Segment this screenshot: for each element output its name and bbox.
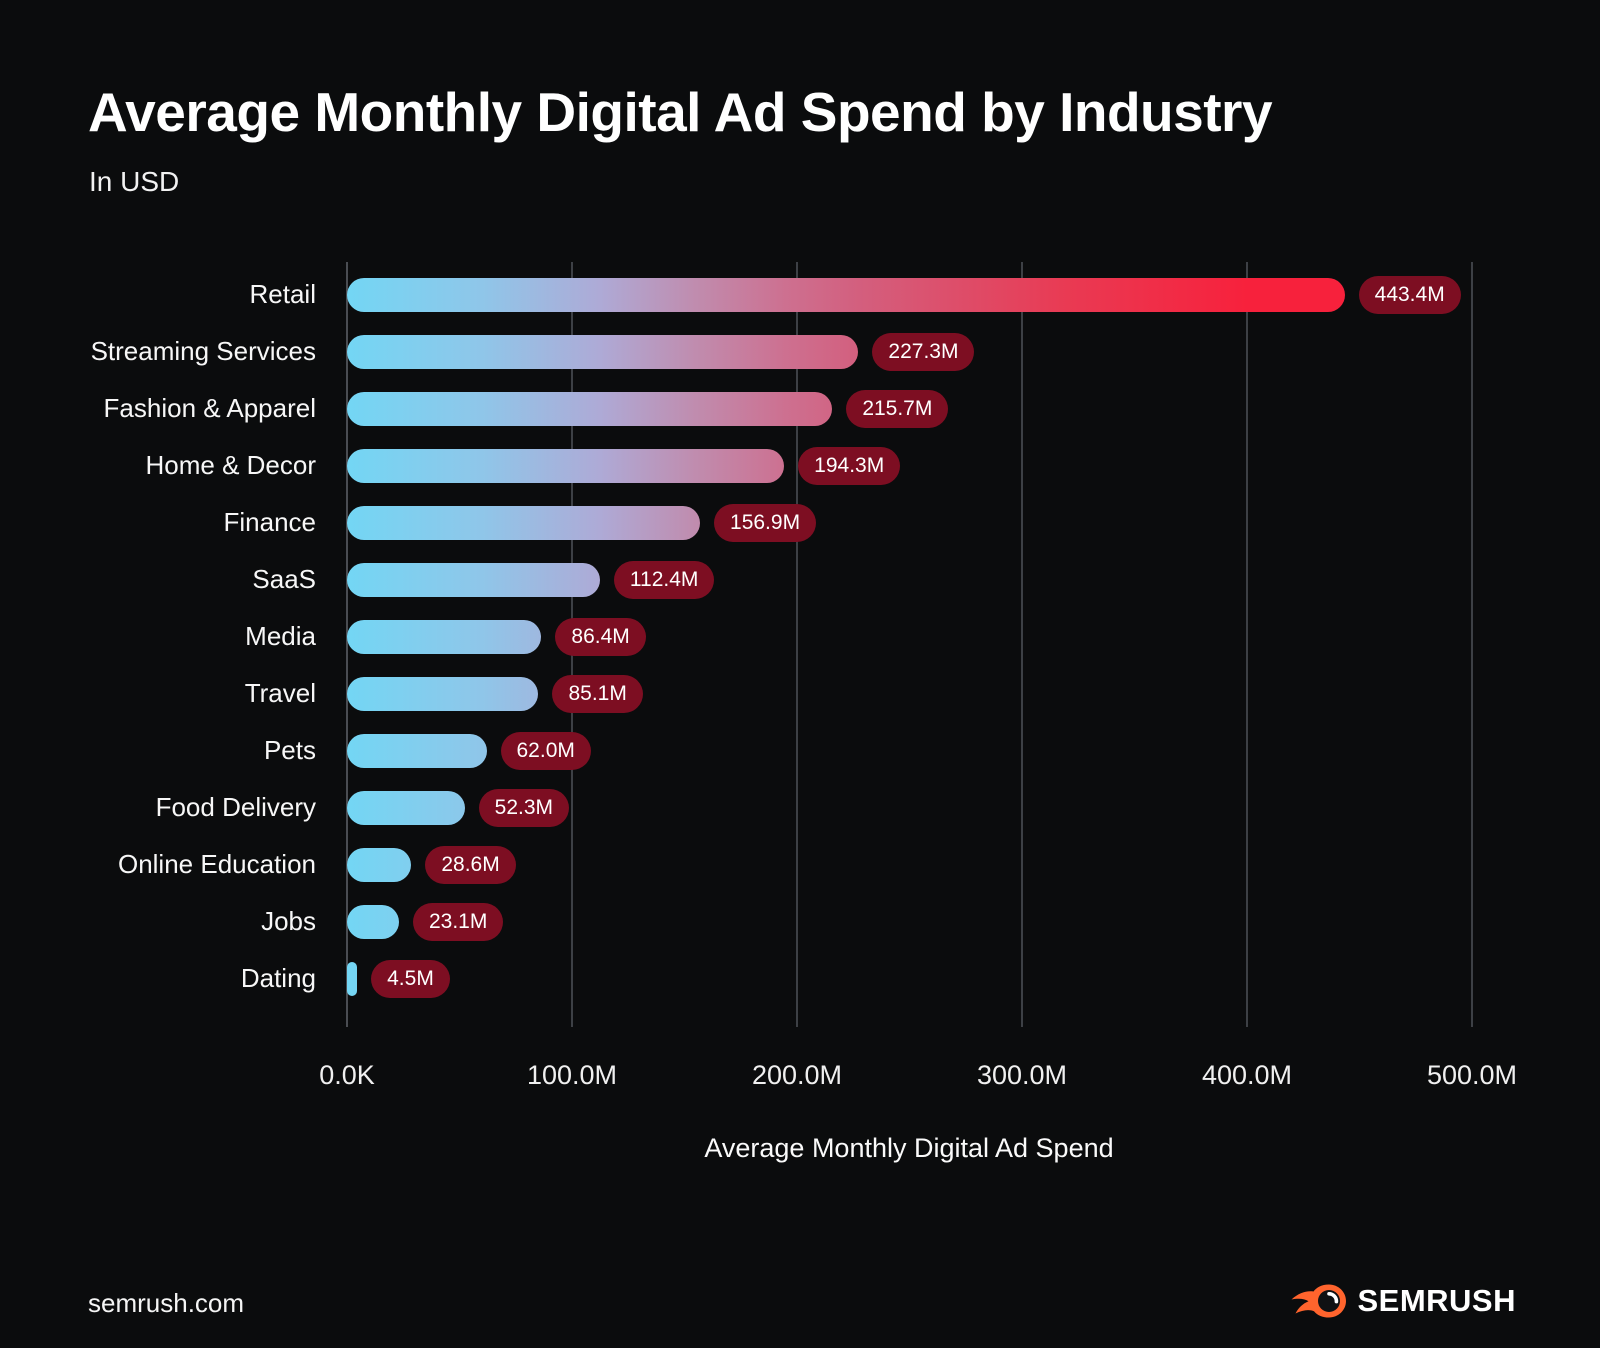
bar-track: 52.3M (347, 779, 570, 836)
value-badge: 194.3M (798, 446, 901, 485)
value-badge: 4.5M (371, 959, 450, 998)
bar (347, 448, 785, 483)
footer-site-url: semrush.com (88, 1288, 245, 1318)
bar (347, 847, 412, 882)
value-badge: 215.7M (846, 389, 949, 428)
x-axis-title: Average Monthly Digital Ad Spend (704, 1133, 1114, 1163)
bar-row: Finance 156.9M (0, 494, 1600, 551)
bar-label: SaaS (252, 564, 316, 594)
bar (347, 904, 399, 939)
bar-track: 156.9M (347, 494, 817, 551)
value-badge: 86.4M (555, 617, 646, 656)
bar-label: Home & Decor (145, 450, 317, 480)
bar-track: 62.0M (347, 722, 591, 779)
value-badge: 156.9M (714, 503, 817, 542)
bar-track: 443.4M (347, 266, 1461, 323)
bar-label: Media (245, 621, 316, 651)
x-tick-label: 400.0M (1201, 1060, 1293, 1090)
bar (347, 676, 539, 711)
value-badge: 62.0M (500, 731, 591, 770)
bar-row: Fashion & Apparel 215.7M (0, 380, 1600, 437)
gridline-400.0M (1246, 262, 1248, 1027)
x-tick-label: 300.0M (976, 1060, 1068, 1090)
bar-label: Dating (240, 963, 316, 993)
bar (347, 334, 859, 369)
bar (347, 391, 833, 426)
bar-label: Retail (249, 279, 316, 309)
bar (347, 733, 487, 768)
bar-track: 227.3M (347, 323, 975, 380)
value-badge: 443.4M (1358, 275, 1461, 314)
value-badge: 227.3M (872, 332, 975, 371)
x-tick-label: 500.0M (1426, 1060, 1518, 1090)
bar-label: Streaming Services (90, 336, 316, 366)
bar-rows: Retail 443.4M Streaming Services 227.3M Fash… (0, 266, 1600, 1007)
bar-row: SaaS 112.4M (0, 551, 1600, 608)
value-badge: 52.3M (478, 788, 570, 827)
bar-track: 194.3M (347, 437, 901, 494)
bar-label: Travel (244, 678, 316, 708)
bar-label: Food Delivery (155, 792, 316, 822)
bar (347, 562, 600, 597)
gridline-500.0M (1471, 262, 1473, 1027)
bar-track: 4.5M (347, 950, 450, 1007)
semrush-logo-text: SEMRUSH (1357, 1283, 1516, 1318)
x-tick-label: 0.0K (319, 1060, 375, 1090)
x-tick-label: 200.0M (751, 1060, 843, 1090)
bar-row: Retail 443.4M (0, 266, 1600, 323)
bar (347, 277, 1345, 312)
bar (347, 619, 542, 654)
bar-row: Streaming Services 227.3M (0, 323, 1600, 380)
bar (347, 505, 701, 540)
value-badge: 85.1M (552, 674, 643, 713)
bar-track: 23.1M (347, 893, 504, 950)
bar-label: Finance (223, 507, 317, 537)
bar-row: Media 86.4M (0, 608, 1600, 665)
bar (347, 961, 358, 996)
bar-track: 28.6M (347, 836, 516, 893)
bar-row: Online Education 28.6M (0, 836, 1600, 893)
semrush-flame-icon (1290, 1283, 1348, 1319)
bar-track: 112.4M (347, 551, 715, 608)
bar-track: 85.1M (347, 665, 643, 722)
bar-row: Pets 62.0M (0, 722, 1600, 779)
bar-track: 215.7M (347, 380, 949, 437)
bar-label: Jobs (261, 906, 316, 936)
gridline-0.0K (346, 262, 348, 1027)
bar-row: Dating 4.5M (0, 950, 1600, 1007)
semrush-logo: SEMRUSH (1290, 1283, 1516, 1319)
page-title: Average Monthly Digital Ad Spend by Indu… (88, 81, 1273, 143)
bar-label: Fashion & Apparel (103, 393, 316, 423)
value-badge: 23.1M (412, 902, 504, 941)
bar-row: Travel 85.1M (0, 665, 1600, 722)
gridline-300.0M (1021, 262, 1023, 1027)
bar-row: Food Delivery 52.3M (0, 779, 1600, 836)
bar (347, 790, 465, 825)
bar-track: 86.4M (347, 608, 646, 665)
x-tick-label: 100.0M (526, 1060, 618, 1090)
page-subtitle: In USD (89, 166, 180, 197)
bar-row: Jobs 23.1M (0, 893, 1600, 950)
bar-row: Home & Decor 194.3M (0, 437, 1600, 494)
value-badge: 112.4M (613, 560, 715, 599)
bar-label: Pets (263, 735, 316, 765)
bar-label: Online Education (117, 849, 316, 879)
gridline-200.0M (796, 262, 798, 1027)
value-badge: 28.6M (425, 845, 516, 884)
